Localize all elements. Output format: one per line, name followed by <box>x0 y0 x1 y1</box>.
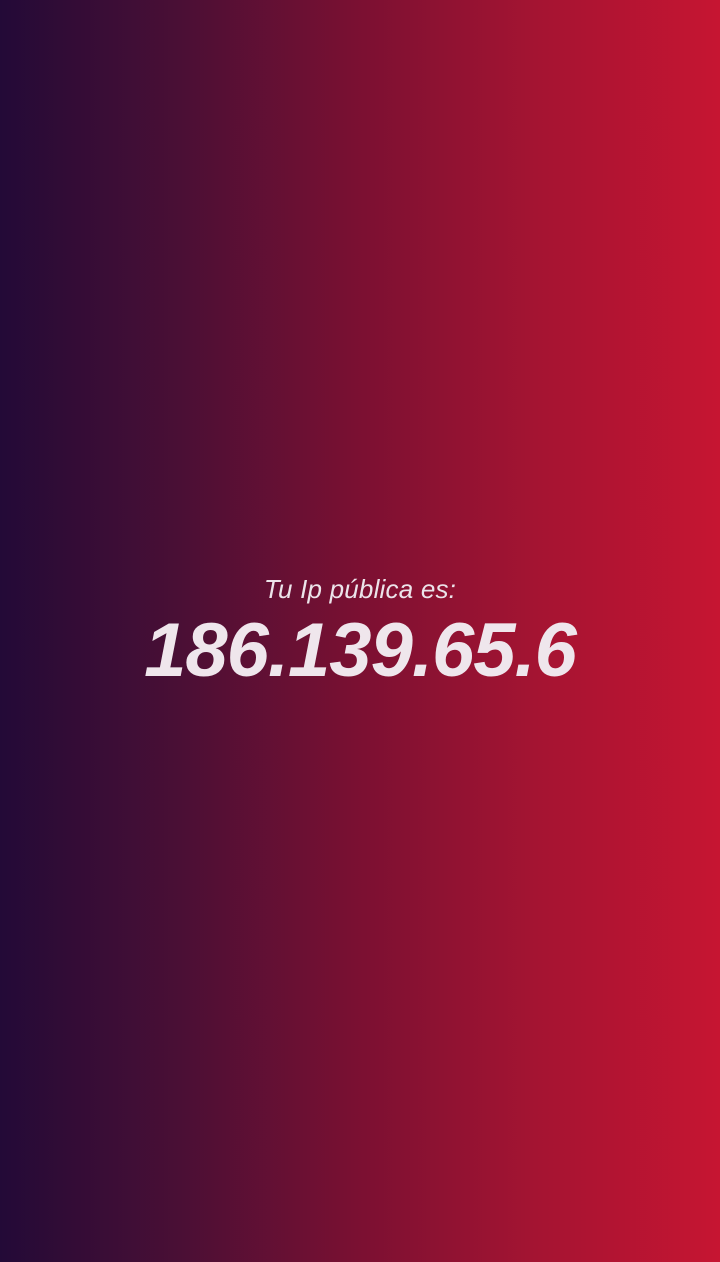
public-ip-value: 186.139.65.6 <box>144 608 577 693</box>
ip-label: Tu Ip pública es: <box>263 574 457 604</box>
ip-display: Tu Ip pública es: 186.139.65.6 <box>144 573 577 693</box>
